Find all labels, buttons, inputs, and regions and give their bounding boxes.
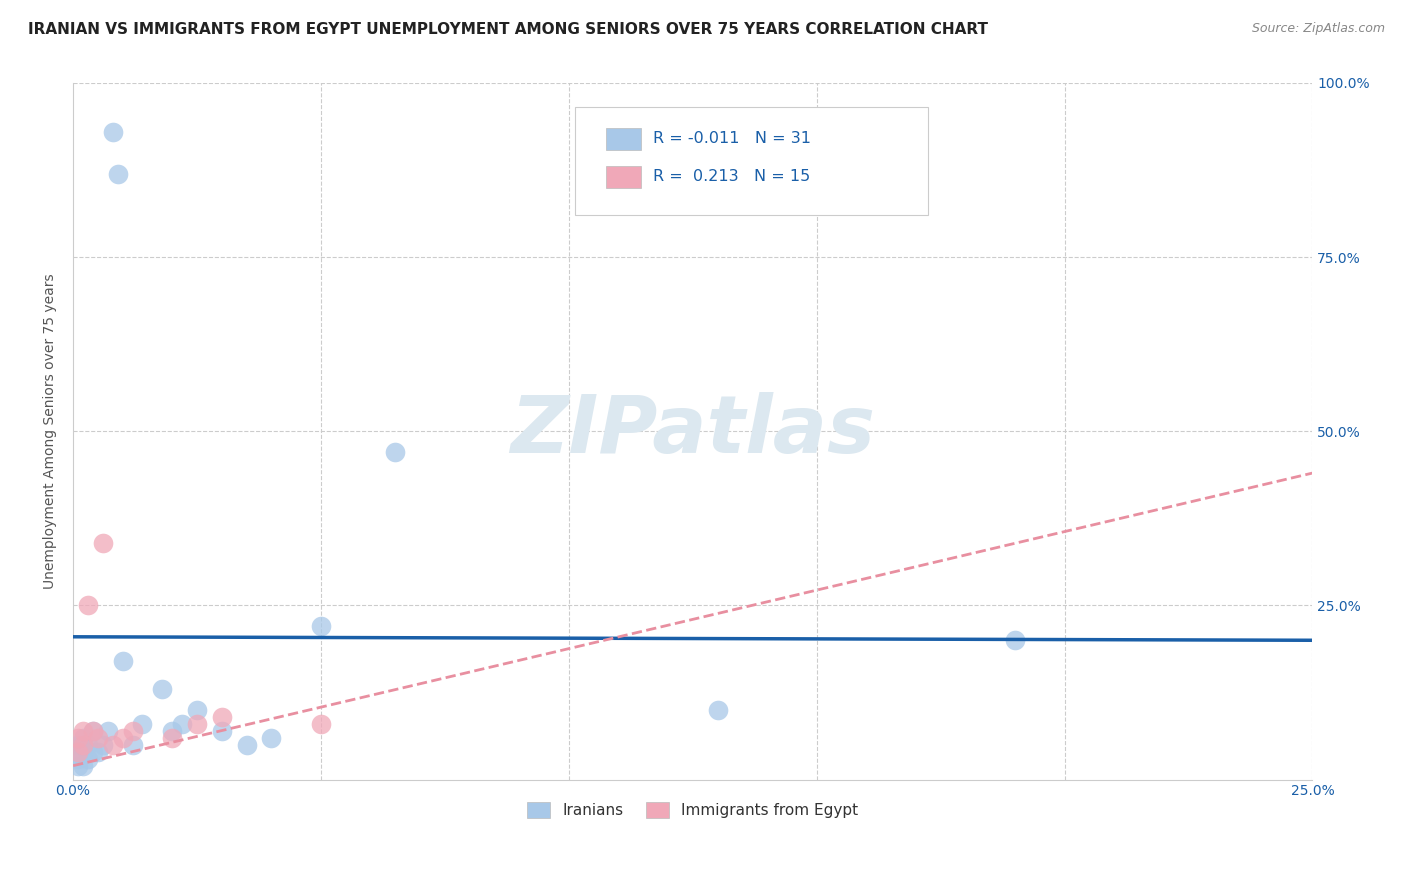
Point bbox=[97, 723, 120, 738]
Point bbox=[211, 723, 233, 738]
Text: IRANIAN VS IMMIGRANTS FROM EGYPT UNEMPLOYMENT AMONG SENIORS OVER 75 YEARS CORREL: IRANIAN VS IMMIGRANTS FROM EGYPT UNEMPLO… bbox=[28, 22, 988, 37]
Point bbox=[72, 738, 94, 752]
Point bbox=[72, 738, 94, 752]
Point bbox=[82, 745, 104, 759]
Point bbox=[706, 703, 728, 717]
Point bbox=[309, 619, 332, 633]
Point bbox=[1004, 633, 1026, 648]
Point bbox=[77, 599, 100, 613]
Text: R = -0.011   N = 31: R = -0.011 N = 31 bbox=[654, 131, 811, 146]
Point bbox=[82, 723, 104, 738]
Point bbox=[72, 745, 94, 759]
Point bbox=[82, 723, 104, 738]
Point bbox=[67, 745, 90, 759]
Point bbox=[87, 731, 110, 745]
Bar bbox=[606, 128, 641, 150]
Point bbox=[309, 717, 332, 731]
Text: R =  0.213   N = 15: R = 0.213 N = 15 bbox=[654, 169, 810, 185]
Point bbox=[67, 738, 90, 752]
Point bbox=[67, 758, 90, 772]
Point bbox=[121, 738, 143, 752]
Point bbox=[150, 681, 173, 696]
Point bbox=[67, 745, 90, 759]
Point bbox=[162, 723, 184, 738]
Point bbox=[101, 125, 124, 139]
Point bbox=[260, 731, 283, 745]
Point bbox=[172, 717, 194, 731]
Point bbox=[111, 654, 134, 668]
Point bbox=[101, 738, 124, 752]
Text: ZIPatlas: ZIPatlas bbox=[510, 392, 876, 470]
Point bbox=[72, 758, 94, 772]
Point bbox=[91, 535, 114, 549]
Point bbox=[77, 738, 100, 752]
Legend: Iranians, Immigrants from Egypt: Iranians, Immigrants from Egypt bbox=[522, 796, 865, 824]
Point bbox=[186, 703, 208, 717]
Point bbox=[111, 731, 134, 745]
FancyBboxPatch shape bbox=[575, 107, 928, 215]
Point bbox=[162, 731, 184, 745]
Point bbox=[72, 723, 94, 738]
Bar bbox=[606, 166, 641, 188]
Point bbox=[235, 738, 257, 752]
Y-axis label: Unemployment Among Seniors over 75 years: Unemployment Among Seniors over 75 years bbox=[44, 274, 58, 589]
Point bbox=[87, 745, 110, 759]
Point bbox=[107, 167, 129, 181]
Point bbox=[91, 738, 114, 752]
Point bbox=[384, 445, 406, 459]
Point bbox=[131, 717, 153, 731]
Point bbox=[77, 752, 100, 766]
Point bbox=[211, 710, 233, 724]
Text: Source: ZipAtlas.com: Source: ZipAtlas.com bbox=[1251, 22, 1385, 36]
Point bbox=[67, 752, 90, 766]
Point bbox=[121, 723, 143, 738]
Point bbox=[67, 731, 90, 745]
Point bbox=[186, 717, 208, 731]
Point bbox=[72, 731, 94, 745]
